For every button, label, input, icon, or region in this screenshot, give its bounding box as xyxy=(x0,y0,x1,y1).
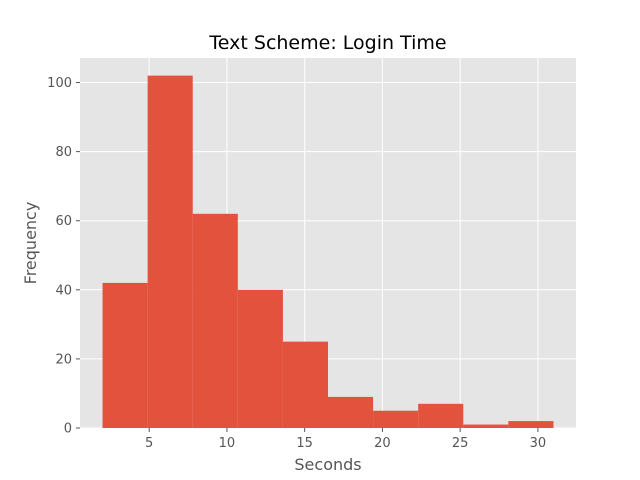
y-tick-label: 100 xyxy=(47,76,72,91)
x-axis-label: Seconds xyxy=(294,455,361,474)
y-tick-label: 20 xyxy=(55,352,72,367)
histogram-bar xyxy=(237,289,283,428)
histogram-bar xyxy=(192,213,238,428)
x-tick-label: 5 xyxy=(145,436,153,451)
histogram-bar xyxy=(373,410,419,428)
y-axis-ticks: 0 20 40 60 80 100 xyxy=(47,76,80,437)
y-tick-label: 40 xyxy=(55,283,72,298)
histogram-bar xyxy=(418,403,464,428)
histogram-bars xyxy=(102,75,554,428)
histogram-bar xyxy=(508,421,554,428)
x-tick-label: 15 xyxy=(296,436,313,451)
histogram-bar xyxy=(463,424,509,428)
x-tick-label: 20 xyxy=(374,436,391,451)
x-tick-label: 10 xyxy=(219,436,236,451)
histogram-bar xyxy=(328,396,374,428)
histogram-bar xyxy=(102,282,148,428)
histogram-bar xyxy=(147,75,193,428)
chart-title: Text Scheme: Login Time xyxy=(208,32,446,54)
x-tick-label: 30 xyxy=(530,436,547,451)
y-tick-label: 0 xyxy=(64,422,72,437)
histogram-bar xyxy=(282,341,328,428)
y-tick-label: 60 xyxy=(55,214,72,229)
y-axis-label: Frequency xyxy=(21,202,40,285)
x-tick-label: 25 xyxy=(452,436,469,451)
y-tick-label: 80 xyxy=(55,145,72,160)
x-axis-ticks: 5 10 15 20 25 30 xyxy=(145,428,546,451)
